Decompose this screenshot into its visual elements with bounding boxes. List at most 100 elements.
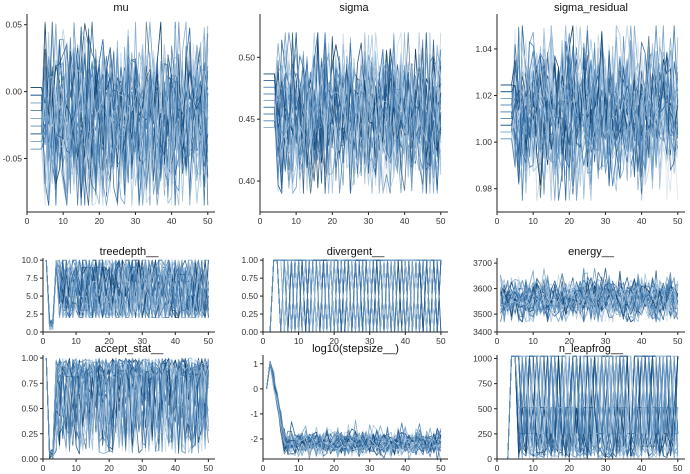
panel-title: sigma bbox=[339, 2, 369, 14]
x-tick-label: 30 bbox=[601, 216, 611, 226]
x-tick-label: 30 bbox=[601, 463, 611, 473]
chain-line bbox=[45, 259, 209, 324]
x-tick-label: 10 bbox=[294, 463, 304, 473]
panel-title: accept_stat__ bbox=[95, 343, 164, 355]
y-tick-label: 0.98 bbox=[475, 184, 492, 194]
x-tick-label: 20 bbox=[104, 463, 114, 473]
y-tick-label: 0.05 bbox=[5, 20, 22, 30]
x-tick-label: 40 bbox=[637, 336, 647, 346]
trace-panel: divergent__ 0 10 20 30 40 50 0.00 0.25 0.50 0.75 1.… bbox=[241, 246, 448, 346]
y-tick-label: 0 bbox=[253, 384, 258, 394]
x-tick-label: 10 bbox=[71, 336, 81, 346]
x-tick-label: 0 bbox=[261, 336, 266, 346]
y-tick-label: 0.50 bbox=[241, 291, 258, 301]
chain-line bbox=[263, 37, 442, 182]
chains bbox=[500, 267, 679, 323]
y-tick-label: 7.5 bbox=[26, 273, 38, 283]
x-tick-label: 10 bbox=[291, 216, 301, 226]
y-tick-label: 0.50 bbox=[21, 404, 38, 414]
x-tick-label: 10 bbox=[528, 463, 538, 473]
chain-line bbox=[500, 39, 679, 186]
x-tick-label: 30 bbox=[137, 336, 147, 346]
trace-panel: energy__ 0 10 20 30 40 50 3400 3500 3600 3700 bbox=[473, 246, 685, 346]
x-tick-label: 40 bbox=[171, 463, 181, 473]
x-tick-label: 20 bbox=[329, 336, 339, 346]
panel-title: treedepth__ bbox=[100, 246, 160, 258]
chain-line bbox=[500, 37, 679, 160]
x-tick-label: 50 bbox=[203, 216, 213, 226]
y-tick-label: 750 bbox=[478, 379, 492, 389]
x-tick-label: 40 bbox=[401, 463, 411, 473]
trace-panel: log10(stepsize__) 0 10 20 30 40 50 -2 -1 0 1 bbox=[250, 343, 448, 473]
y-tick-label: 1.00 bbox=[21, 353, 38, 363]
y-tick-label: 3600 bbox=[473, 284, 492, 294]
y-tick-label: 1.04 bbox=[475, 44, 492, 54]
x-tick-label: 20 bbox=[104, 336, 114, 346]
chain-line bbox=[45, 357, 209, 458]
chain-line bbox=[266, 259, 442, 333]
x-tick-label: 50 bbox=[673, 336, 683, 346]
x-tick-label: 40 bbox=[167, 216, 177, 226]
x-tick-label: 50 bbox=[436, 336, 446, 346]
chain-line bbox=[263, 56, 442, 179]
trace-panel: accept_stat__ 0 10 20 30 40 50 0.00 0.25 0.50 0.75… bbox=[21, 343, 215, 473]
y-tick-label: 1.00 bbox=[241, 255, 258, 265]
x-tick-label: 0 bbox=[25, 216, 30, 226]
chain-line bbox=[45, 357, 209, 458]
x-tick-label: 30 bbox=[364, 216, 374, 226]
x-tick-label: 40 bbox=[400, 216, 410, 226]
x-tick-label: 20 bbox=[565, 336, 575, 346]
y-tick-label: 500 bbox=[478, 404, 492, 414]
y-tick-label: 0.00 bbox=[5, 87, 22, 97]
y-tick-label: 0.0 bbox=[26, 327, 38, 337]
y-tick-label: 2.5 bbox=[26, 309, 38, 319]
x-tick-label: 10 bbox=[528, 336, 538, 346]
chain-line bbox=[500, 279, 679, 323]
chain-line bbox=[263, 34, 442, 194]
y-tick-label: 0.40 bbox=[238, 176, 255, 186]
x-tick-label: 0 bbox=[258, 216, 263, 226]
chain-line bbox=[500, 355, 678, 460]
chain-line bbox=[500, 270, 679, 323]
y-tick-label: 5.0 bbox=[26, 291, 38, 301]
x-tick-label: 50 bbox=[204, 336, 214, 346]
chain-line bbox=[500, 277, 679, 323]
y-tick-label: 10.0 bbox=[21, 255, 38, 265]
x-tick-label: 0 bbox=[41, 336, 46, 346]
x-tick-label: 50 bbox=[436, 216, 446, 226]
x-tick-label: 30 bbox=[131, 216, 141, 226]
chains bbox=[266, 259, 442, 333]
chain-line bbox=[500, 33, 679, 200]
chain-line bbox=[45, 259, 209, 327]
y-tick-label: 1.00 bbox=[475, 137, 492, 147]
x-tick-label: 50 bbox=[204, 463, 214, 473]
chain-line bbox=[266, 361, 442, 457]
chain-line bbox=[500, 267, 679, 320]
chain-line bbox=[266, 259, 441, 333]
x-tick-label: 0 bbox=[495, 463, 500, 473]
x-tick-label: 0 bbox=[495, 336, 500, 346]
chains bbox=[30, 21, 209, 206]
x-tick-label: 20 bbox=[565, 463, 575, 473]
x-tick-label: 50 bbox=[436, 463, 446, 473]
panel-title: divergent__ bbox=[327, 246, 385, 258]
x-tick-label: 10 bbox=[294, 336, 304, 346]
x-tick-label: 40 bbox=[171, 336, 181, 346]
x-tick-label: 40 bbox=[401, 336, 411, 346]
x-tick-label: 0 bbox=[495, 216, 500, 226]
y-tick-label: 0 bbox=[487, 454, 492, 464]
y-tick-label: 1 bbox=[253, 359, 258, 369]
y-tick-label: 3500 bbox=[473, 309, 492, 319]
y-tick-label: -2 bbox=[250, 434, 258, 444]
y-tick-label: 0.75 bbox=[241, 273, 258, 283]
chain-line bbox=[500, 355, 678, 460]
chains bbox=[263, 32, 442, 194]
panel-title: energy__ bbox=[568, 246, 615, 258]
y-tick-label: 0.25 bbox=[21, 429, 38, 439]
chain-line bbox=[30, 28, 209, 204]
chain-line bbox=[500, 355, 679, 460]
x-tick-label: 10 bbox=[58, 216, 68, 226]
y-tick-label: 0.50 bbox=[238, 52, 255, 62]
trace-panel: mu 0 10 20 30 40 50 -0.05 0.00 0.05 bbox=[3, 2, 215, 226]
